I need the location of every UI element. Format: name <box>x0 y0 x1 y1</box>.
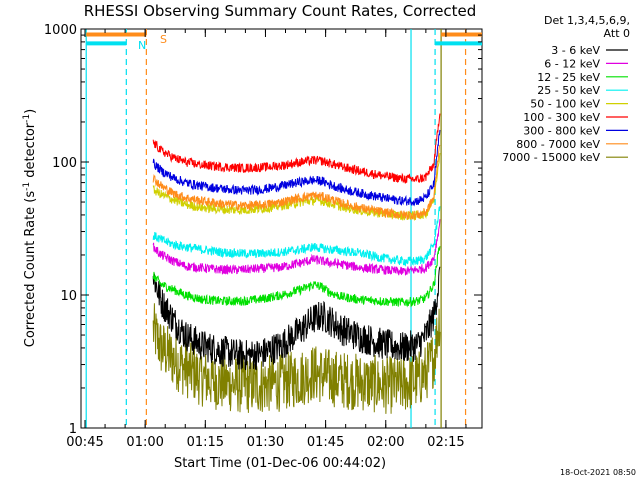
series-line <box>152 206 441 267</box>
series-line <box>152 303 441 414</box>
series-line <box>152 266 441 371</box>
x-tick-label: 02:00 <box>367 435 404 450</box>
legend-label: 50 - 100 keV <box>530 98 600 111</box>
chart-title: RHESSI Observing Summary Count Rates, Co… <box>84 2 477 20</box>
x-axis-title: Start Time (01-Dec-06 00:44:02) <box>174 456 386 471</box>
series-line <box>152 113 441 184</box>
series-line <box>152 144 441 220</box>
axis-ticks: 1 10 100 1000 00:45 01:00 01:15 01:30 01:45 02:00… <box>44 23 482 450</box>
x-tick-label: 01:15 <box>187 435 224 450</box>
series-group <box>152 113 441 414</box>
legend-label: 7000 - 15000 keV <box>502 151 600 164</box>
x-tick-label: 02:15 <box>427 435 464 450</box>
y-tick-label: 1 <box>69 422 77 437</box>
legend-label: 25 - 50 keV <box>537 84 600 97</box>
series-line <box>152 129 441 207</box>
marker-label-n: N <box>138 39 146 52</box>
legend-header-line-2: Att 0 <box>604 27 630 40</box>
x-tick-label: 01:00 <box>126 435 163 450</box>
legend-header-line-1: Det 1,3,4,5,6,9, <box>544 14 630 27</box>
legend-label: 3 - 6 keV <box>551 44 600 57</box>
y-tick-label: 10 <box>60 289 77 304</box>
series-line <box>152 219 441 276</box>
series-line <box>152 246 441 308</box>
x-tick-label: 00:45 <box>66 435 103 450</box>
legend-label: 300 - 800 keV <box>523 124 600 137</box>
vertical-marker-lines <box>85 29 467 428</box>
status-bars <box>86 32 482 46</box>
x-tick-label: 01:45 <box>307 435 344 450</box>
y-axis-title: Corrected Count Rate (s-1 detector-1) <box>22 109 38 347</box>
y-tick-label: 100 <box>52 156 77 171</box>
legend-label: 800 - 7000 keV <box>516 138 600 151</box>
plot-frame <box>80 28 483 429</box>
legend-label: 100 - 300 keV <box>523 111 600 124</box>
y-tick-label: 1000 <box>44 23 77 38</box>
series-line <box>152 152 441 222</box>
x-tick-label: 01:30 <box>247 435 284 450</box>
generation-timestamp: 18-Oct-2021 08:50 <box>560 468 636 477</box>
marker-label-s: S <box>160 33 167 46</box>
legend-label: 12 - 25 keV <box>537 71 600 84</box>
legend-label: 6 - 12 keV <box>544 57 600 70</box>
